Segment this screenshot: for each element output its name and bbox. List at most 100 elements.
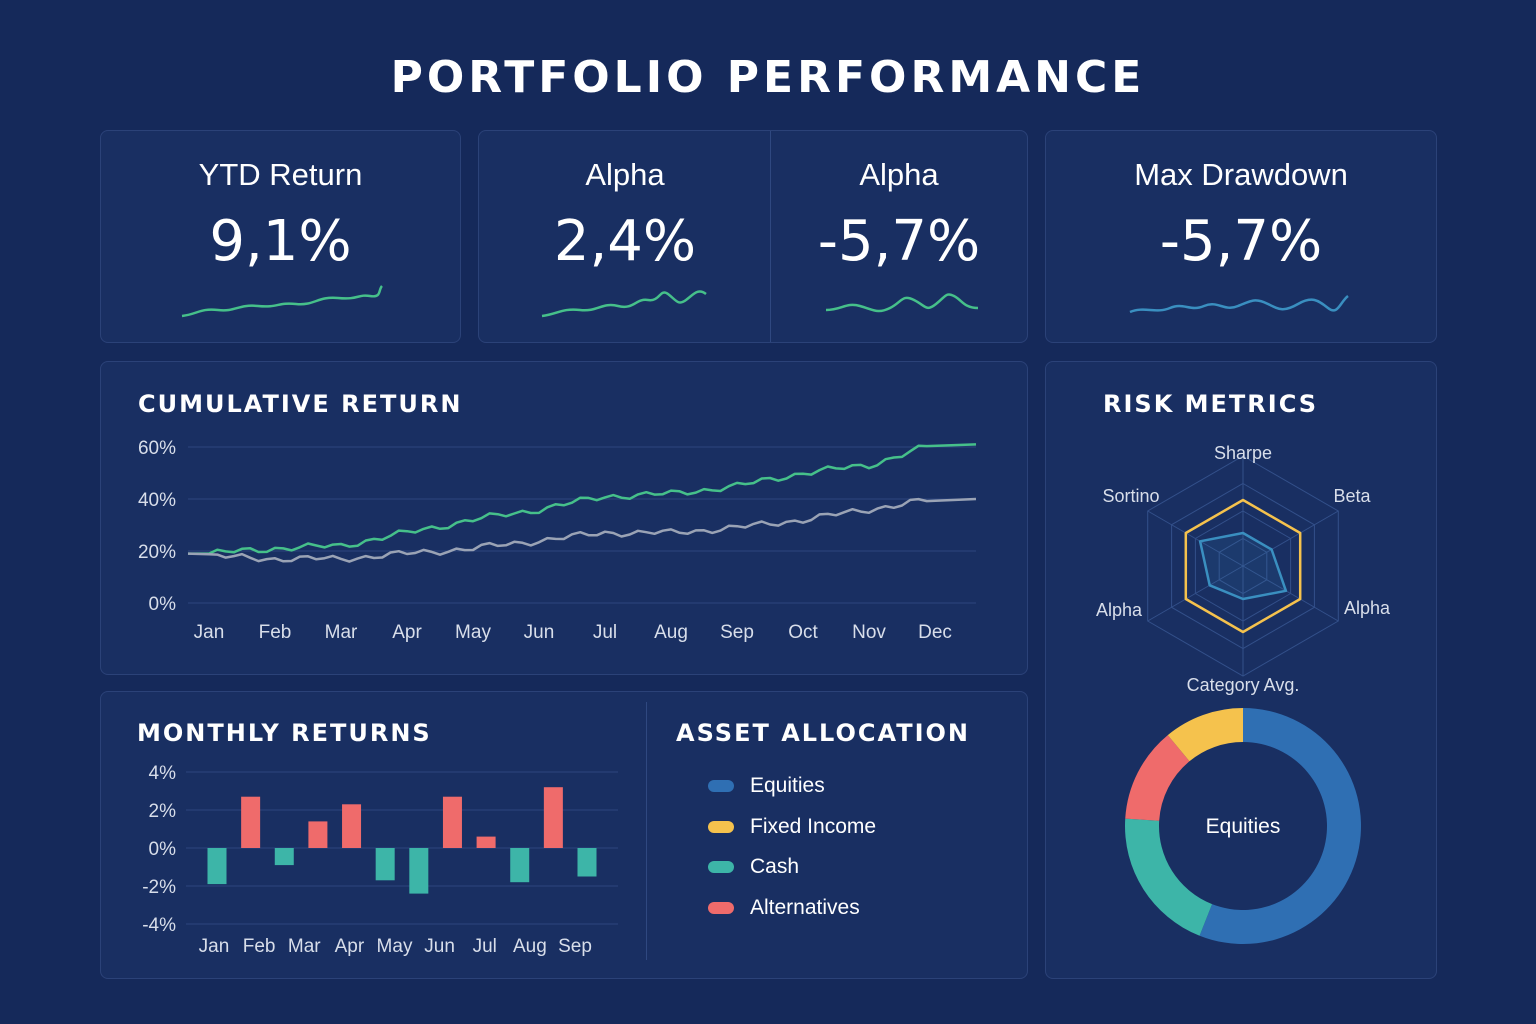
radar-spoke [1147, 510, 1244, 567]
panel-divider [646, 702, 647, 960]
risk-metrics-title: RISK METRICS [1103, 390, 1319, 418]
x-tick-label: Feb [243, 936, 276, 957]
x-tick-label: Aug [654, 622, 688, 643]
cumulative-return-title: CUMULATIVE RETURN [138, 390, 463, 418]
x-tick-label: Jan [194, 622, 225, 643]
legend-item-alternatives: Alternatives [708, 893, 860, 923]
kpi-label: YTD Return [198, 157, 363, 192]
monthly-returns-chart: 4% 2% 0% -2% -4% Jan Feb Mar Apr May Jun Jul Aug Sep [142, 763, 618, 957]
x-tick-label: May [377, 936, 413, 957]
bar [409, 848, 429, 894]
x-tick-label: Jan [199, 936, 230, 957]
kpi-value: -5,7% [817, 209, 981, 274]
kpi-card-alpha-2: Alpha -5,7% [771, 131, 1027, 342]
radar-series [1184, 498, 1302, 634]
y-tick-label: 0% [149, 594, 177, 615]
bar [342, 804, 362, 848]
bar [476, 836, 496, 848]
cumulative-return-card [100, 361, 1028, 675]
legend-item-equities: Equities [708, 771, 825, 801]
donut-center-label: Equities [1206, 815, 1281, 838]
legend-item-cash: Cash [708, 852, 799, 882]
x-tick-label: Sep [720, 622, 754, 643]
x-tick-label: Jun [424, 936, 455, 957]
legend-swatch [708, 780, 734, 792]
series-line [188, 443, 977, 555]
x-tick-label: Mar [325, 622, 358, 643]
bar [543, 787, 563, 848]
x-tick-label: Apr [392, 622, 422, 643]
allocation-donut-chart: Equities [1125, 708, 1361, 944]
x-tick-label: Sep [558, 936, 592, 957]
risk-metrics-card [1045, 361, 1437, 979]
radar-spoke [1242, 565, 1339, 622]
legend-swatch [708, 902, 734, 914]
x-tick-label: Jun [524, 622, 555, 643]
bar [442, 796, 462, 848]
x-tick-label: Jul [593, 622, 617, 643]
donut-slice [1199, 708, 1361, 944]
y-tick-label: 40% [138, 490, 176, 511]
kpi-card-ytd-return: YTD Return 9,1% [100, 130, 461, 343]
x-tick-label: Feb [259, 622, 292, 643]
sparkline-alpha [541, 290, 707, 318]
legend-item-fixed-income: Fixed Income [708, 812, 876, 842]
kpi-card-alpha: Alpha 2,4% [479, 131, 771, 342]
radar-spoke [1147, 565, 1244, 622]
kpi-value: 2,4% [553, 209, 697, 274]
radar-axis-label: Sharpe [1214, 443, 1272, 463]
bar [241, 796, 261, 848]
series-line [187, 497, 977, 563]
x-tick-label: Jul [473, 936, 497, 957]
monthly-returns-title: MONTHLY RETURNS [137, 719, 432, 747]
radar-series [1198, 531, 1288, 601]
x-tick-label: Apr [335, 936, 365, 957]
y-tick-label: -2% [142, 877, 176, 898]
radar-axis-label: Sortino [1102, 486, 1159, 506]
bar [577, 848, 597, 877]
y-tick-label: 2% [149, 801, 177, 822]
y-tick-label: -4% [142, 915, 176, 936]
kpi-label: Alpha [585, 157, 665, 192]
radar-axis-label: Category Avg. [1187, 675, 1300, 695]
legend-swatch [708, 821, 734, 833]
bar [510, 848, 530, 883]
kpi-value: -5,7% [1159, 209, 1323, 274]
radar-spoke [1242, 510, 1339, 567]
asset-allocation-title: ASSET ALLOCATION [676, 719, 971, 747]
x-tick-label: Nov [852, 622, 886, 643]
radar-axis-label: Alpha [1096, 600, 1143, 620]
risk-radar-chart: Sharpe Beta Alpha Category Avg. Alpha Sortino [1096, 443, 1391, 695]
kpi-card-max-drawdown: Max Drawdown -5,7% [1045, 130, 1437, 343]
x-tick-label: Aug [513, 936, 547, 957]
y-tick-label: 0% [149, 839, 177, 860]
legend-label: Cash [750, 855, 800, 878]
cumulative-return-chart: 0% 20% 40% 60% Jan Feb Mar Apr May Jun Jul Aug Sep Oc… [138, 438, 977, 643]
bar [274, 848, 294, 866]
sparkline-alpha-2 [825, 293, 979, 313]
y-tick-label: 60% [138, 438, 176, 459]
legend-label: Equities [750, 774, 825, 797]
x-tick-label: Oct [788, 622, 818, 643]
radar-axis-label: Beta [1333, 486, 1371, 506]
legend-label: Alternatives [750, 896, 860, 919]
x-tick-label: Mar [288, 936, 321, 957]
y-tick-label: 4% [149, 763, 177, 784]
y-tick-label: 20% [138, 542, 176, 563]
legend-swatch [708, 861, 734, 873]
kpi-label: Alpha [859, 157, 939, 192]
donut-slice [1125, 735, 1190, 821]
page-title: PORTFOLIO PERFORMANCE [390, 52, 1146, 103]
sparkline-max-drawdown [1129, 295, 1349, 314]
legend-label: Fixed Income [750, 815, 877, 838]
kpi-card-alpha-group: Alpha 2,4% Alpha -5,7% [478, 130, 1028, 343]
kpi-value: 9,1% [209, 209, 352, 274]
donut-slice [1167, 708, 1243, 762]
bar [375, 848, 395, 881]
bar [207, 848, 227, 885]
kpi-divider [770, 131, 771, 342]
radar-axis-label: Alpha [1344, 598, 1391, 618]
sparkline-ytd [181, 285, 384, 318]
kpi-label: Max Drawdown [1134, 157, 1348, 192]
x-tick-label: Dec [918, 622, 952, 643]
